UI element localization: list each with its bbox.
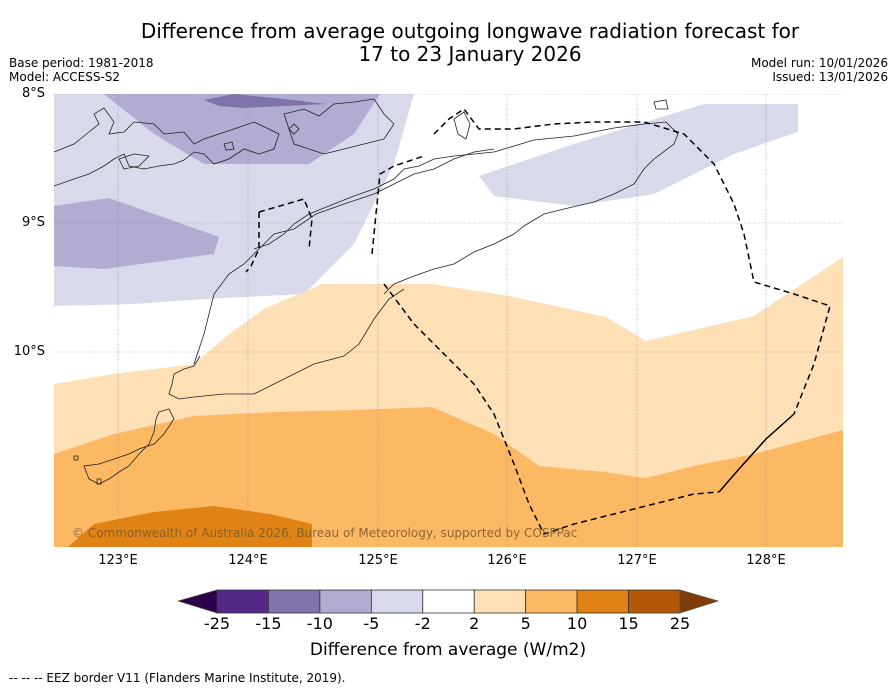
eez-border-south bbox=[383, 283, 720, 535]
eez-border-timor-sea bbox=[433, 107, 831, 415]
coastline-island-small-2 bbox=[288, 123, 300, 135]
coastline-australia-south bbox=[83, 408, 175, 485]
colorbar-under-arrow bbox=[178, 589, 218, 614]
anomaly-region-minus10 bbox=[104, 94, 380, 164]
colorbar-tick: 25 bbox=[669, 614, 691, 633]
coastline-island-sumba bbox=[283, 98, 395, 155]
colorbar-tick: -2 bbox=[414, 614, 431, 633]
colorbar-bin bbox=[473, 589, 527, 614]
colorbar-bin bbox=[319, 589, 372, 614]
lat-label-9s: 9°S bbox=[21, 215, 45, 230]
coastline-australia bbox=[168, 148, 495, 400]
eez-border bbox=[245, 107, 831, 535]
coastlines bbox=[54, 98, 679, 485]
colorbar-tick: 2 bbox=[469, 614, 480, 633]
colorbar-bin bbox=[370, 589, 424, 614]
jpda-border bbox=[718, 413, 795, 493]
coastline-island-flores bbox=[54, 107, 280, 187]
model-run: Model run: 10/01/2026 bbox=[750, 56, 888, 70]
coastline-island-rote bbox=[453, 111, 471, 140]
colorbar-bin bbox=[216, 589, 269, 614]
lon-label-123e: 123°E bbox=[98, 553, 138, 568]
colorbar-bin bbox=[422, 589, 475, 614]
eez-footnote: -- -- -- EEZ border V11 (Flanders Marine… bbox=[9, 671, 346, 685]
coastline-island-small-1 bbox=[223, 141, 235, 151]
title-line-1: Difference from average outgoing longwav… bbox=[140, 19, 800, 43]
meta-right: Model run: 10/01/2026 Issued: 13/01/2026 bbox=[751, 56, 888, 84]
lon-label-128e: 128°E bbox=[746, 553, 786, 568]
anomaly-region-minus15 bbox=[204, 94, 326, 108]
colorbar-tick: 5 bbox=[520, 614, 531, 633]
colorbar-tick: -5 bbox=[363, 614, 380, 633]
map-plot bbox=[54, 94, 843, 547]
lat-label-10s: 10°S bbox=[13, 344, 45, 359]
lon-label-126e: 126°E bbox=[487, 553, 527, 568]
colorbar-tick: -10 bbox=[306, 614, 333, 633]
colorbar bbox=[178, 589, 720, 614]
coastline-island-timor bbox=[253, 121, 679, 295]
chart-title: Difference from average outgoing longwav… bbox=[0, 20, 896, 66]
colorbar-tick: -25 bbox=[203, 614, 231, 633]
colorbar-tick: 15 bbox=[618, 614, 639, 633]
colorbar-label: Difference from average (W/m2) bbox=[309, 640, 587, 660]
anomaly-region-minus5-east bbox=[479, 104, 798, 206]
eez-border-north bbox=[371, 155, 425, 255]
lon-label-127e: 127°E bbox=[617, 553, 657, 568]
coastline-island-2 bbox=[118, 153, 150, 170]
colorbar-bin bbox=[525, 589, 578, 614]
colorbar-tick: 10 bbox=[566, 614, 588, 633]
coastline-islet-2 bbox=[73, 455, 79, 461]
anomaly-region-minus10-west bbox=[54, 198, 219, 269]
eez-border-west-2 bbox=[258, 198, 313, 250]
anomaly-region-plus10 bbox=[68, 506, 312, 547]
meta-left: Base period: 1981-2018 Model: ACCESS-S2 bbox=[9, 56, 154, 84]
lon-label-125e: 125°E bbox=[358, 553, 398, 568]
colorbar-over-arrow bbox=[679, 589, 720, 614]
graticule bbox=[54, 94, 843, 547]
colorbar-tick: -15 bbox=[255, 614, 282, 633]
colorbar-bin bbox=[628, 589, 681, 614]
lat-label-8s: 8°S bbox=[21, 86, 45, 101]
title-line-2: 17 to 23 January 2026 bbox=[358, 42, 582, 66]
copyright-notice: © Commonwealth of Australia 2026, Bureau… bbox=[72, 526, 578, 540]
colorbar-bin bbox=[576, 589, 629, 614]
model-name: Model: ACCESS-S2 bbox=[9, 70, 121, 84]
issued-date: Issued: 13/01/2026 bbox=[772, 70, 888, 84]
colorbar-bins bbox=[216, 589, 681, 614]
coastline-island-wetar bbox=[653, 99, 669, 110]
colorbar-bin bbox=[268, 589, 321, 614]
base-period: Base period: 1981-2018 bbox=[9, 56, 154, 70]
coastline-islet-1 bbox=[96, 478, 102, 485]
lon-label-124e: 124°E bbox=[228, 553, 268, 568]
